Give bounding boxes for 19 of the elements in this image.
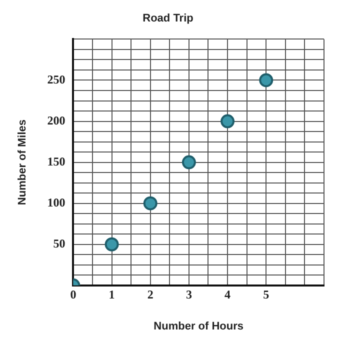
x-axis-title: Number of Hours	[154, 320, 244, 332]
y-tick-label: 50	[53, 236, 66, 250]
point	[259, 73, 274, 88]
x-tick-label: 2	[147, 288, 154, 302]
x-tick-label: 1	[108, 288, 115, 302]
point	[220, 114, 235, 128]
y-tick-label: 100	[47, 195, 66, 210]
point	[143, 196, 158, 210]
x-tick-label: 0	[70, 288, 76, 302]
y-tick-label: 150	[47, 154, 66, 168]
point	[104, 237, 119, 252]
y-tick-label: 200	[47, 113, 66, 128]
chart-title: Road Trip	[142, 12, 194, 25]
x-tick-label: 5	[263, 288, 270, 302]
point	[182, 155, 196, 170]
y-axis-title: Number of Miles	[16, 120, 29, 206]
x-tick-label: 3	[186, 288, 192, 302]
x-tick-label: 4	[224, 288, 231, 302]
y-tick-label: 250	[47, 72, 66, 86]
